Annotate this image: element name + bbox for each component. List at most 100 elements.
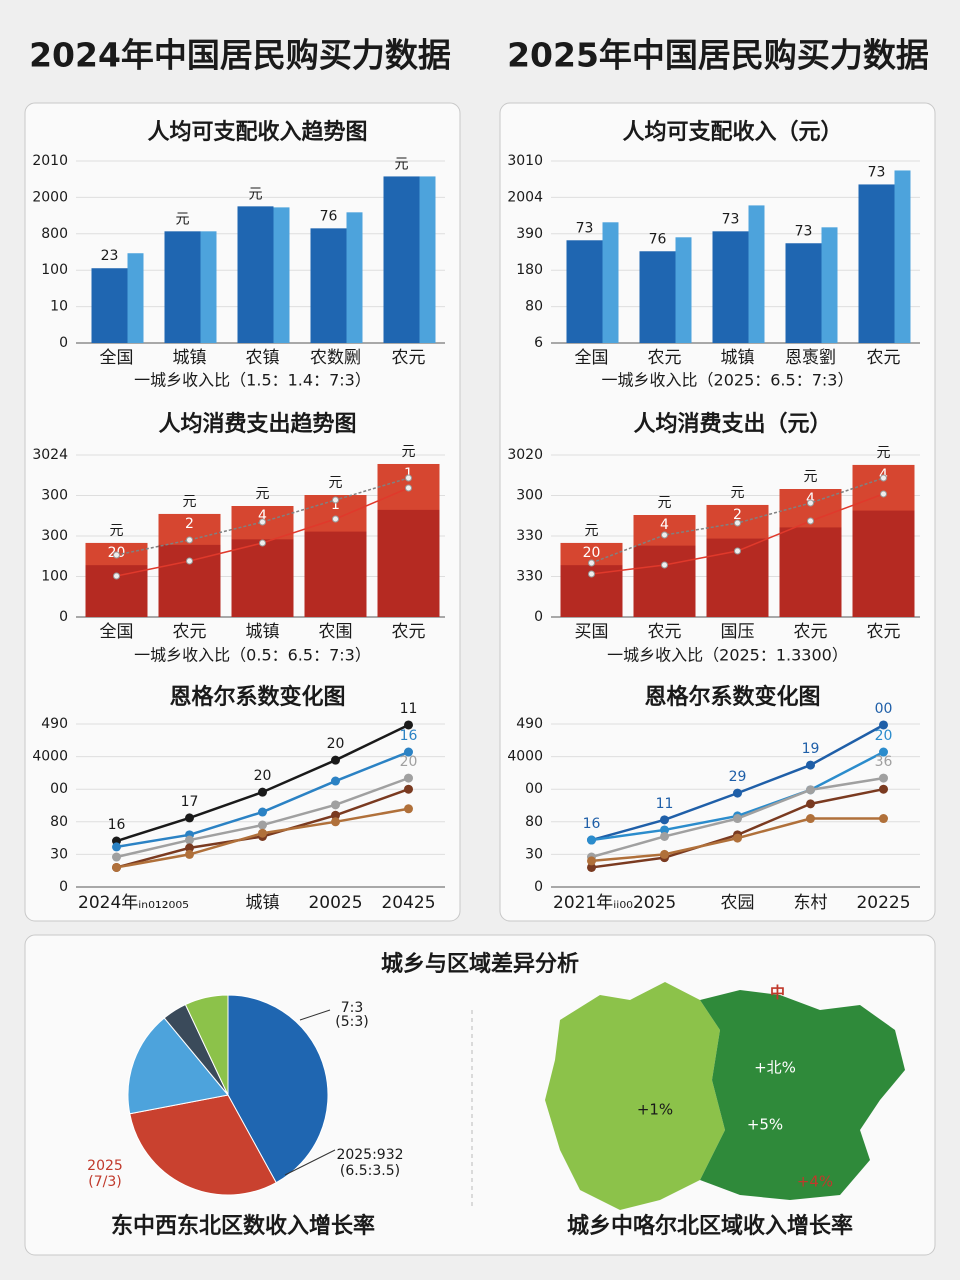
point xyxy=(113,551,120,559)
point-label: 00 xyxy=(875,701,893,717)
bar-label: 元 xyxy=(329,475,343,491)
y-tick-label: 30 xyxy=(50,846,68,862)
bar xyxy=(91,268,128,343)
y-tick-label: 0 xyxy=(59,335,68,351)
point xyxy=(879,814,888,824)
bar xyxy=(273,207,290,343)
map-label: +北% xyxy=(754,1059,796,1077)
bar-label: 73 xyxy=(795,223,813,239)
point xyxy=(258,807,267,817)
x-tick-label: 农元 xyxy=(867,622,901,642)
point xyxy=(879,784,888,794)
bar-label: 73 xyxy=(868,164,886,180)
y-tick-label: 4000 xyxy=(32,749,68,765)
bar xyxy=(127,253,144,343)
bar-label: 76 xyxy=(649,231,667,247)
point xyxy=(880,490,887,498)
x-tick-label: 农元 xyxy=(392,622,426,642)
leader xyxy=(299,1009,331,1021)
x-tick-label: 农元 xyxy=(648,348,682,368)
x-tick-label: 城镇 xyxy=(246,622,280,642)
point-label: 29 xyxy=(729,769,747,785)
point xyxy=(258,820,267,830)
pie-label: 2025 xyxy=(87,1158,123,1174)
x-tick-label: 2024年ᵢₙ₀₁₂₀₀₅ xyxy=(78,893,189,913)
y-tick-label: 2004 xyxy=(507,189,543,205)
bar xyxy=(821,227,838,343)
point xyxy=(112,852,121,862)
point xyxy=(405,474,412,482)
x-tick-label: 农元 xyxy=(794,622,828,642)
x-tick-label: 农围 xyxy=(319,622,353,642)
y-tick-label: 30 xyxy=(525,846,543,862)
point xyxy=(185,813,194,823)
point xyxy=(332,515,339,523)
y-tick-label: 800 xyxy=(41,226,68,242)
bar xyxy=(310,228,347,343)
y-tick-label: 490 xyxy=(41,716,68,732)
point xyxy=(112,842,121,852)
point-label: 11 xyxy=(656,796,674,812)
y-tick-label: 330 xyxy=(516,569,543,585)
y-tick-label: 300 xyxy=(41,488,68,504)
inner-label: 1 xyxy=(404,466,413,482)
x-tick-label: 农镇 xyxy=(246,348,280,368)
point xyxy=(331,810,340,820)
heading: 2025年中国居民购买力数据 xyxy=(507,36,929,75)
bar-label: 元 xyxy=(585,523,599,539)
bar xyxy=(858,184,895,343)
point xyxy=(807,517,814,525)
pie-label: (6.5:3.5) xyxy=(340,1163,400,1179)
point-label: 16 xyxy=(108,817,126,833)
point-label: 16 xyxy=(583,816,601,832)
pie-slice xyxy=(127,1017,229,1115)
point xyxy=(734,547,741,555)
point xyxy=(331,800,340,810)
bar xyxy=(748,205,765,343)
y-tick-label: 3020 xyxy=(507,447,543,463)
y-tick-label: 00 xyxy=(50,781,68,797)
bar-label: 73 xyxy=(722,211,740,227)
x-tick-label: 20425 xyxy=(381,893,435,913)
point xyxy=(259,539,266,547)
inner-label: 2 xyxy=(733,507,742,523)
inner-label: 1 xyxy=(331,497,340,513)
line xyxy=(116,477,409,556)
point xyxy=(879,747,888,757)
chart-note: 一城乡收入比（0.5：6.5：7:3） xyxy=(134,646,371,665)
chart-title: 人均可支配收入（元） xyxy=(622,119,842,145)
point-label: 20 xyxy=(254,768,272,784)
point xyxy=(112,862,121,872)
bar-label: 元 xyxy=(176,211,190,227)
heading: 2024年中国居民购买力数据 xyxy=(29,36,451,75)
point xyxy=(258,787,267,797)
y-tick-label: 0 xyxy=(534,609,543,625)
x-tick-label: 20225 xyxy=(856,893,910,913)
pie-slice xyxy=(184,994,229,1096)
x-tick-label: 东村 xyxy=(794,893,828,913)
bar xyxy=(566,240,603,343)
point xyxy=(660,815,669,825)
pie-slice xyxy=(129,1094,277,1196)
map-label: +4% xyxy=(797,1173,833,1191)
x-tick-label: 全国 xyxy=(100,622,134,642)
y-tick-label: 300 xyxy=(41,528,68,544)
chart-title: 人均消费支出趋势图 xyxy=(158,411,356,437)
point xyxy=(806,785,815,795)
x-tick-label: 农元 xyxy=(173,622,207,642)
y-tick-label: 80 xyxy=(525,814,543,830)
bar-label: 元 xyxy=(877,445,891,461)
point xyxy=(661,561,668,569)
bar xyxy=(602,222,619,343)
point xyxy=(587,862,596,872)
bar xyxy=(346,212,363,343)
chart-note: 一城乡收入比（2025：6.5：7:3） xyxy=(602,371,854,390)
y-tick-label: 4000 xyxy=(507,749,543,765)
point xyxy=(807,499,814,507)
inner-label: 4 xyxy=(806,491,815,507)
pie-label: (5:3) xyxy=(335,1014,368,1030)
point xyxy=(259,518,266,526)
point xyxy=(734,519,741,527)
bar-label: 元 xyxy=(183,494,197,510)
point xyxy=(879,720,888,730)
